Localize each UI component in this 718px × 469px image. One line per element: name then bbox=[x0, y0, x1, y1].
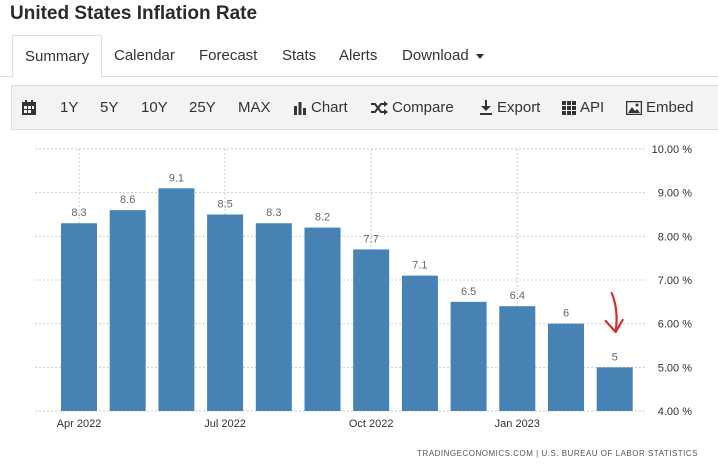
x-tick-label: Apr 2022 bbox=[57, 418, 102, 430]
shuffle-icon bbox=[371, 100, 388, 115]
tab-stats-label: Stats bbox=[282, 47, 317, 64]
range-10y-label: 10Y bbox=[141, 99, 168, 116]
x-tick-label: Oct 2022 bbox=[349, 418, 394, 430]
range-25y-label: 25Y bbox=[189, 99, 216, 116]
bar-value-label: 6.4 bbox=[510, 290, 525, 302]
bar-aug-2022[interactable] bbox=[255, 223, 292, 411]
grid-icon bbox=[562, 100, 576, 115]
api-button[interactable]: API bbox=[562, 86, 604, 129]
y-tick-label: 10.00 % bbox=[652, 144, 693, 156]
bar-oct-2022[interactable] bbox=[353, 249, 390, 411]
bar-value-label: 5 bbox=[612, 351, 618, 363]
page-title: United States Inflation Rate bbox=[10, 3, 258, 24]
bar-dec-2022[interactable] bbox=[450, 301, 487, 411]
chart-source: TRADINGECONOMICS.COM | U.S. BUREAU OF LA… bbox=[417, 449, 698, 458]
embed-button[interactable]: Embed bbox=[626, 86, 694, 129]
y-tick-label: 7.00 % bbox=[658, 275, 692, 287]
bar-value-label: 6.5 bbox=[461, 286, 476, 298]
bar-jul-2022[interactable] bbox=[207, 214, 244, 412]
source-right: U.S. BUREAU OF LABOR STATISTICS bbox=[541, 449, 698, 458]
range-1y-label: 1Y bbox=[60, 99, 79, 116]
bar-may-2022[interactable] bbox=[109, 210, 146, 411]
range-max-label: MAX bbox=[238, 99, 271, 116]
tab-stats[interactable]: Stats bbox=[270, 35, 328, 76]
tab-alerts[interactable]: Alerts bbox=[327, 35, 389, 76]
y-tick-label: 4.00 % bbox=[658, 406, 692, 418]
bar-feb-2023[interactable] bbox=[548, 323, 584, 411]
tab-bar: Summary Calendar Forecast Stats Alerts D… bbox=[0, 35, 718, 78]
range-10y-button[interactable]: 10Y bbox=[141, 86, 168, 129]
chart-type-button[interactable]: Chart bbox=[293, 86, 348, 129]
bar-value-label: 8.6 bbox=[120, 194, 135, 206]
bar-value-label: 9.1 bbox=[169, 172, 184, 184]
range-25y-button[interactable]: 25Y bbox=[189, 86, 216, 129]
bar-value-label: 8.2 bbox=[315, 212, 330, 224]
tab-summary[interactable]: Summary bbox=[12, 35, 103, 78]
chevron-down-icon bbox=[475, 53, 484, 59]
tab-forecast[interactable]: Forecast bbox=[187, 35, 269, 76]
api-label: API bbox=[580, 99, 605, 116]
range-1y-button[interactable]: 1Y bbox=[60, 86, 78, 129]
calendar-icon bbox=[22, 99, 36, 115]
inflation-bar-chart: 8.3 8.6 9.1 8.5 8.3 8.2 7.7 7.1 6.5 6.4 6 5 Apr 202… bbox=[35, 144, 693, 430]
range-5y-button[interactable]: 5Y bbox=[100, 86, 118, 129]
source-separator: | bbox=[536, 449, 539, 458]
bar-value-label: 8.3 bbox=[266, 207, 281, 219]
chart-toolbar: 1Y 5Y 10Y 25Y MAX Chart Compare Export A… bbox=[11, 85, 718, 130]
tab-download-label: Download bbox=[402, 47, 469, 64]
compare-label: Compare bbox=[392, 99, 454, 116]
bar-apr-2022[interactable] bbox=[61, 223, 97, 411]
calendar-button[interactable] bbox=[21, 86, 41, 129]
range-max-button[interactable]: MAX bbox=[238, 86, 271, 129]
export-label: Export bbox=[497, 99, 541, 116]
tab-calendar-label: Calendar bbox=[114, 47, 175, 64]
range-5y-label: 5Y bbox=[100, 99, 119, 116]
download-icon bbox=[480, 100, 492, 115]
source-left: TRADINGECONOMICS.COM bbox=[417, 449, 534, 458]
bar-chart-icon bbox=[294, 101, 306, 115]
bar-value-label: 8.3 bbox=[71, 207, 86, 219]
x-tick-label: Jan 2023 bbox=[495, 418, 540, 430]
bar-value-label: 7.7 bbox=[364, 233, 379, 245]
bar-value-label: 7.1 bbox=[412, 260, 427, 272]
bar-mar-2023[interactable] bbox=[596, 367, 633, 411]
annotation-arrow-head bbox=[604, 318, 624, 334]
tab-download[interactable]: Download bbox=[390, 35, 496, 76]
compare-button[interactable]: Compare bbox=[370, 86, 454, 129]
y-tick-label: 9.00 % bbox=[658, 188, 692, 200]
y-tick-label: 6.00 % bbox=[658, 319, 692, 331]
bar-sep-2022[interactable] bbox=[304, 227, 341, 411]
chart-type-label: Chart bbox=[311, 99, 348, 116]
bar-nov-2022[interactable] bbox=[401, 275, 438, 411]
annotation-arrow-shaft bbox=[610, 291, 618, 333]
bar-value-label: 6 bbox=[563, 308, 569, 320]
bar-value-label: 8.5 bbox=[217, 199, 232, 211]
bar-jan-2023[interactable] bbox=[499, 306, 536, 411]
tab-forecast-label: Forecast bbox=[199, 47, 258, 64]
x-tick-label: Jul 2022 bbox=[204, 418, 246, 430]
tab-calendar[interactable]: Calendar bbox=[102, 35, 187, 76]
y-tick-label: 5.00 % bbox=[658, 362, 692, 374]
y-tick-label: 8.00 % bbox=[658, 231, 692, 243]
image-icon bbox=[626, 100, 642, 115]
tab-alerts-label: Alerts bbox=[339, 47, 378, 64]
embed-label: Embed bbox=[646, 99, 694, 116]
bar-jun-2022[interactable] bbox=[158, 188, 195, 411]
export-button[interactable]: Export bbox=[479, 86, 540, 129]
tab-summary-label: Summary bbox=[25, 48, 90, 65]
